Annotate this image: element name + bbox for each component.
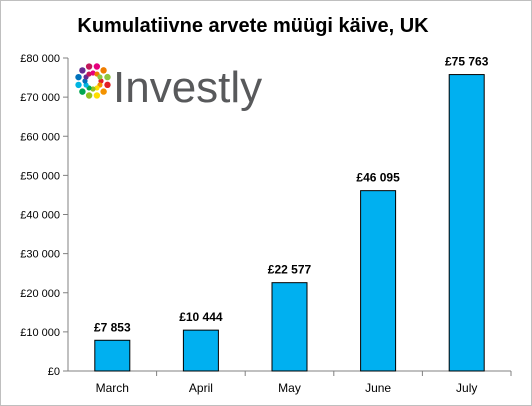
colorful-dot-flower-icon	[75, 63, 111, 99]
y-tick-label: £70 000	[20, 92, 60, 104]
y-tick-label: £30 000	[20, 249, 60, 261]
data-label: £7 853	[94, 320, 131, 334]
logo-dot	[97, 74, 103, 80]
bar-june	[360, 190, 397, 372]
logo-dot	[100, 67, 107, 74]
x-category-label: May	[278, 381, 301, 395]
data-label: £10 444	[179, 310, 223, 324]
x-category-label: June	[365, 381, 391, 395]
logo-dot	[104, 81, 111, 89]
logo-dot	[86, 71, 92, 77]
logo-dot	[85, 92, 93, 99]
logo-dot	[79, 67, 86, 74]
y-tick-label: £50 000	[20, 170, 60, 182]
chart-title: Kumulatiivne arvete müügi käive, UK	[77, 15, 429, 37]
y-tick-label: £10 000	[20, 327, 60, 339]
y-tick-label: £20 000	[20, 288, 60, 300]
logo-dot	[94, 85, 100, 91]
y-tick-label: £40 000	[20, 210, 60, 222]
logo-dot	[100, 88, 107, 95]
bars	[94, 74, 485, 372]
x-category-label: July	[456, 381, 477, 395]
logo-dot	[75, 73, 82, 81]
logo-dot	[90, 86, 96, 92]
x-axis-category-labels: March April May June July	[96, 381, 478, 395]
logo-dot	[90, 70, 96, 76]
investly-logo: Investly	[75, 63, 262, 112]
logo-dot	[93, 63, 101, 70]
data-label: £22 577	[268, 263, 312, 277]
logo-text: Investly	[113, 63, 262, 112]
bar-march	[94, 339, 131, 372]
logo-dot	[85, 63, 93, 70]
y-tick-label: £0	[48, 366, 60, 378]
data-label: £75 763	[445, 55, 489, 69]
bar-july	[448, 74, 485, 372]
data-label: £46 095	[356, 171, 400, 185]
logo-dot	[104, 73, 111, 81]
logo-dot	[83, 82, 89, 88]
logo-dot	[82, 78, 88, 84]
bar-may	[271, 282, 308, 372]
logo-dot	[93, 92, 101, 99]
logo-dot	[98, 78, 104, 84]
data-labels: £7 853 £10 444 £22 577 £46 095 £75 763	[94, 55, 489, 335]
y-axis-tick-labels: £0 £10 000 £20 000 £30 000 £40 000 £50 000 £60…	[20, 53, 60, 378]
x-category-label: April	[189, 381, 213, 395]
x-category-label: March	[96, 381, 129, 395]
logo-dot	[79, 88, 86, 95]
y-tick-label: £60 000	[20, 131, 60, 143]
logo-dot	[75, 81, 82, 89]
bar-april	[182, 329, 219, 372]
y-tick-label: £80 000	[20, 53, 60, 65]
